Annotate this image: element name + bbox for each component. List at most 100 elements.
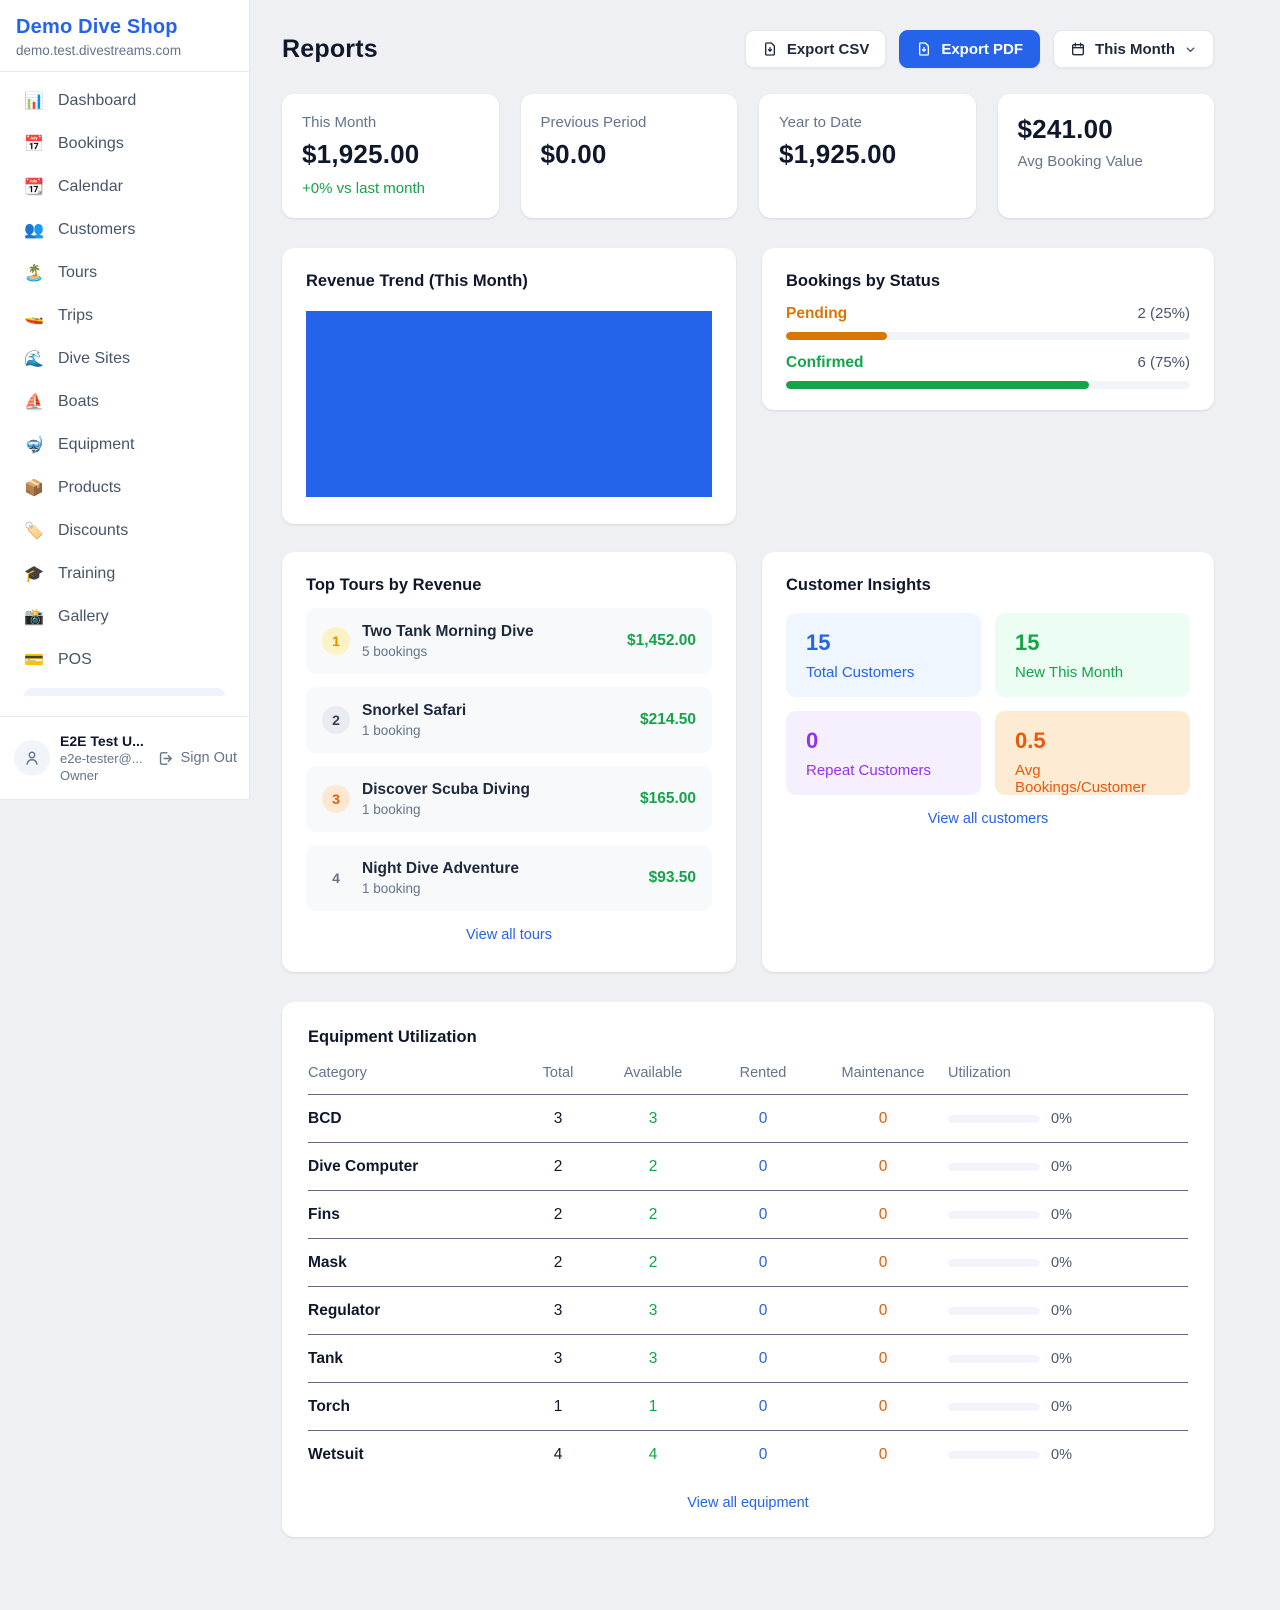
equipment-category: BCD (308, 1109, 342, 1127)
period-select[interactable]: This Month (1053, 30, 1214, 68)
page-title: Reports (282, 34, 378, 63)
equipment-available: 3 (648, 1301, 658, 1319)
insight-value: 15 (806, 630, 831, 655)
insight-value: 15 (1015, 630, 1040, 655)
tour-amount: $1,452.00 (627, 632, 696, 649)
equipment-utilization-card: Equipment Utilization Category Total Ava… (282, 1002, 1214, 1537)
chevron-down-icon (1186, 46, 1195, 52)
revenue-trend-card: Revenue Trend (This Month) (282, 248, 736, 524)
sidebar-item-dashboard[interactable]: 📊 Dashboard (12, 86, 237, 116)
status-row-confirmed: Confirmed 6 (75%) (786, 354, 1190, 389)
utilization-bar-track (948, 1451, 1040, 1459)
equipment-total: 2 (553, 1205, 563, 1223)
sign-out-icon (159, 751, 172, 765)
sidebar-item-customers[interactable]: 👥 Customers (12, 215, 237, 245)
equipment-total: 3 (553, 1301, 563, 1319)
stat-cards-row: This Month $1,925.00 +0% vs last month P… (282, 94, 1214, 218)
insight-value: 0.5 (1015, 728, 1046, 753)
sidebar-item-bookings[interactable]: 📅 Bookings (12, 129, 237, 159)
sidebar-item-label: Dive Sites (58, 350, 131, 367)
col-maintenance: Maintenance (841, 1065, 925, 1081)
sidebar-item-equipment[interactable]: 🤿 Equipment (12, 430, 237, 460)
equipment-total: 2 (553, 1157, 563, 1175)
tour-amount: $93.50 (648, 869, 696, 886)
tour-row: 2 Snorkel Safari 1 booking $214.50 (306, 687, 712, 753)
insight-label: New This Month (1015, 664, 1124, 681)
tour-name: Night Dive Adventure (362, 860, 520, 877)
rank-badge: 1 (322, 627, 350, 655)
graduation-cap-icon: 🎓 (24, 566, 44, 583)
main-content: Reports Export CSV Export PDF This Month (250, 0, 1232, 1537)
utilization-percent: 0% (1051, 1254, 1072, 1271)
status-bar-track (786, 332, 1190, 340)
col-utilization: Utilization (948, 1065, 1011, 1081)
rank-badge: 2 (322, 706, 350, 734)
status-label: Pending (786, 305, 848, 322)
utilization-percent: 0% (1051, 1350, 1072, 1367)
equipment-maintenance: 0 (878, 1253, 888, 1271)
sidebar-item-trips[interactable]: 🚤 Trips (12, 301, 237, 331)
col-available: Available (623, 1065, 683, 1081)
sidebar-item-boats[interactable]: ⛵ Boats (12, 387, 237, 417)
export-pdf-button[interactable]: Export PDF (899, 30, 1041, 68)
sidebar-item-pos[interactable]: 💳 POS (12, 645, 237, 675)
sidebar-item-tours[interactable]: 🏝️ Tours (12, 258, 237, 288)
sign-out-button[interactable]: Sign Out (157, 750, 237, 767)
tour-bookings: 5 bookings (362, 644, 428, 659)
equipment-available: 3 (648, 1109, 658, 1127)
sidebar-item-label: Gallery (58, 608, 109, 625)
col-rented: Rented (739, 1065, 787, 1081)
view-all-equipment-link[interactable]: View all equipment (687, 1495, 809, 1511)
header-actions: Export CSV Export PDF This Month (744, 30, 1214, 68)
sidebar-item-products[interactable]: 📦 Products (12, 473, 237, 503)
equipment-total: 3 (553, 1109, 563, 1127)
equipment-total: 3 (553, 1349, 563, 1367)
revenue-trend-title: Revenue Trend (This Month) (306, 272, 528, 290)
user-info: E2E Test U... e2e-tester@... Owner (60, 733, 144, 783)
equipment-category: Mask (308, 1253, 347, 1271)
sidebar-user-footer: E2E Test U... e2e-tester@... Owner Sign … (0, 716, 249, 799)
stat-label: This Month (302, 114, 377, 131)
sidebar-item-reports-partial[interactable] (24, 688, 225, 696)
table-row: Dive Computer 2 2 0 0 0% (308, 1143, 1188, 1191)
revenue-trend-bar (306, 311, 712, 497)
utilization-bar-track (948, 1306, 1040, 1315)
equipment-available: 1 (648, 1397, 658, 1415)
sidebar-item-calendar[interactable]: 📆 Calendar (12, 172, 237, 202)
equipment-maintenance: 0 (878, 1157, 888, 1175)
utilization-bar-track (948, 1258, 1040, 1267)
sidebar-nav: 📊 Dashboard 📅 Bookings 📆 Calendar 👥 Customer… (0, 72, 249, 696)
top-tours-card: Top Tours by Revenue 1 Two Tank Morning … (282, 552, 736, 972)
insight-label: Avg Bookings/Customer (1015, 762, 1146, 796)
equipment-total: 4 (553, 1446, 563, 1463)
export-csv-button[interactable]: Export CSV (744, 30, 887, 68)
sidebar-item-discounts[interactable]: 🏷️ Discounts (12, 516, 237, 546)
tour-bookings: 1 booking (362, 881, 421, 896)
equipment-rented: 0 (758, 1301, 768, 1319)
table-row: BCD 3 3 0 0 0% (308, 1095, 1188, 1143)
camera-icon: 📸 (24, 609, 44, 626)
stat-card-avg-booking-value: $241.00 Avg Booking Value (997, 94, 1214, 218)
sidebar-item-training[interactable]: 🎓 Training (12, 559, 237, 589)
tour-row: 3 Discover Scuba Diving 1 booking $165.0… (306, 766, 712, 832)
top-tours-title: Top Tours by Revenue (306, 576, 482, 594)
stat-delta: +0% vs last month (302, 180, 425, 197)
sidebar-item-dive-sites[interactable]: 🌊 Dive Sites (12, 344, 237, 374)
equipment-maintenance: 0 (878, 1109, 888, 1127)
bookings-by-status-card: Bookings by Status Pending 2 (25%) Confi… (762, 248, 1214, 410)
status-bar-track (786, 381, 1190, 389)
equipment-category: Dive Computer (308, 1157, 419, 1175)
stat-value: $241.00 (1017, 114, 1113, 144)
insight-tile-new-this-month: 15 New This Month (995, 613, 1190, 697)
view-all-customers-link[interactable]: View all customers (927, 811, 1049, 827)
utilization-percent: 0% (1051, 1206, 1072, 1223)
equipment-utilization-cell: 0% (948, 1447, 1188, 1463)
tour-name: Discover Scuba Diving (362, 781, 530, 798)
bookings-by-status-title: Bookings by Status (786, 272, 941, 290)
equipment-category: Wetsuit (308, 1446, 364, 1463)
equipment-category: Regulator (308, 1301, 381, 1319)
file-download-icon (764, 42, 775, 56)
view-all-tours-link[interactable]: View all tours (466, 927, 552, 943)
sidebar-item-gallery[interactable]: 📸 Gallery (12, 602, 237, 632)
customer-insights-card: Customer Insights 15 Total Customers 15 … (762, 552, 1214, 972)
